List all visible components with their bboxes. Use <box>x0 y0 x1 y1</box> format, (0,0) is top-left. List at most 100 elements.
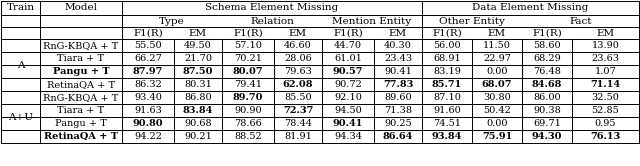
Text: Tiara + T: Tiara + T <box>58 54 104 63</box>
Text: 90.38: 90.38 <box>533 106 561 115</box>
Text: Type: Type <box>159 16 185 26</box>
Text: 30.80: 30.80 <box>483 93 511 102</box>
Text: 94.50: 94.50 <box>334 106 362 115</box>
Text: 87.97: 87.97 <box>133 67 163 76</box>
Text: 52.85: 52.85 <box>591 106 620 115</box>
Text: 75.91: 75.91 <box>482 132 512 141</box>
Text: 83.19: 83.19 <box>433 67 461 76</box>
Text: 90.72: 90.72 <box>334 80 362 89</box>
Text: Schema Element Missing: Schema Element Missing <box>205 3 339 12</box>
Text: 94.34: 94.34 <box>334 132 362 141</box>
Text: 22.97: 22.97 <box>483 54 511 63</box>
Text: 79.63: 79.63 <box>284 67 312 76</box>
Text: 76.48: 76.48 <box>533 67 561 76</box>
Text: EM: EM <box>389 29 407 38</box>
Text: 62.08: 62.08 <box>283 80 313 89</box>
Text: 49.50: 49.50 <box>184 41 212 50</box>
Text: A: A <box>17 60 24 70</box>
Text: 90.41: 90.41 <box>333 119 363 128</box>
Text: 0.00: 0.00 <box>486 67 508 76</box>
Text: RnG-KBQA + T: RnG-KBQA + T <box>44 41 118 50</box>
Text: Tiara + T: Tiara + T <box>58 106 104 115</box>
Text: Other Entity: Other Entity <box>439 16 505 26</box>
Text: 90.80: 90.80 <box>132 119 163 128</box>
Text: Mention Entity: Mention Entity <box>332 16 412 26</box>
Text: 71.14: 71.14 <box>591 80 621 89</box>
Text: 23.43: 23.43 <box>384 54 412 63</box>
Text: 84.68: 84.68 <box>532 80 562 89</box>
Text: 90.25: 90.25 <box>384 119 412 128</box>
Text: 70.21: 70.21 <box>234 54 262 63</box>
Text: Relation: Relation <box>250 16 294 26</box>
Text: Fact: Fact <box>569 16 592 26</box>
Text: 69.71: 69.71 <box>533 119 561 128</box>
Text: 28.06: 28.06 <box>284 54 312 63</box>
Text: 11.50: 11.50 <box>483 41 511 50</box>
Text: 66.27: 66.27 <box>134 54 162 63</box>
Text: 40.30: 40.30 <box>384 41 412 50</box>
Text: 89.60: 89.60 <box>384 93 412 102</box>
Text: EM: EM <box>596 29 614 38</box>
Text: 86.00: 86.00 <box>533 93 561 102</box>
Text: 32.50: 32.50 <box>591 93 620 102</box>
Text: 87.50: 87.50 <box>183 67 213 76</box>
Text: F1(R): F1(R) <box>233 29 263 38</box>
Text: RetinaQA + T: RetinaQA + T <box>44 132 118 141</box>
Text: 94.30: 94.30 <box>532 132 563 141</box>
Text: 94.22: 94.22 <box>134 132 162 141</box>
Text: 76.13: 76.13 <box>590 132 621 141</box>
Text: 0.95: 0.95 <box>595 119 616 128</box>
Text: 23.63: 23.63 <box>591 54 620 63</box>
Text: 85.71: 85.71 <box>432 80 462 89</box>
Text: 78.66: 78.66 <box>234 119 262 128</box>
Text: 90.68: 90.68 <box>184 119 212 128</box>
Text: 61.01: 61.01 <box>334 54 362 63</box>
Text: 93.40: 93.40 <box>134 93 162 102</box>
Text: Train: Train <box>6 3 35 12</box>
Text: F1(R): F1(R) <box>432 29 462 38</box>
Text: 83.84: 83.84 <box>183 106 213 115</box>
Text: 56.00: 56.00 <box>433 41 461 50</box>
Text: 72.37: 72.37 <box>283 106 313 115</box>
Text: 90.21: 90.21 <box>184 132 212 141</box>
Text: 90.57: 90.57 <box>333 67 364 76</box>
Text: 90.41: 90.41 <box>384 67 412 76</box>
Text: 58.60: 58.60 <box>533 41 561 50</box>
Text: EM: EM <box>289 29 307 38</box>
Text: 68.29: 68.29 <box>533 54 561 63</box>
Text: 71.38: 71.38 <box>384 106 412 115</box>
Text: 68.91: 68.91 <box>433 54 461 63</box>
Text: EM: EM <box>488 29 506 38</box>
Text: 81.91: 81.91 <box>284 132 312 141</box>
Text: 55.50: 55.50 <box>134 41 162 50</box>
Text: Pangu + T: Pangu + T <box>52 67 109 76</box>
Text: 88.52: 88.52 <box>234 132 262 141</box>
Text: 44.70: 44.70 <box>334 41 362 50</box>
Text: 1.07: 1.07 <box>595 67 616 76</box>
Text: 91.60: 91.60 <box>433 106 461 115</box>
Text: Model: Model <box>65 3 97 12</box>
Text: 50.42: 50.42 <box>483 106 511 115</box>
Text: 80.07: 80.07 <box>233 67 263 76</box>
Text: F1(R): F1(R) <box>333 29 363 38</box>
Text: 86.64: 86.64 <box>383 132 413 141</box>
Text: EM: EM <box>189 29 207 38</box>
Text: 68.07: 68.07 <box>482 80 512 89</box>
Text: 93.84: 93.84 <box>432 132 462 141</box>
Text: 86.80: 86.80 <box>184 93 212 102</box>
Text: 46.60: 46.60 <box>284 41 312 50</box>
Text: 78.44: 78.44 <box>284 119 312 128</box>
Text: 91.63: 91.63 <box>134 106 162 115</box>
Text: 87.10: 87.10 <box>433 93 461 102</box>
Text: 79.41: 79.41 <box>234 80 262 89</box>
Text: 74.51: 74.51 <box>433 119 461 128</box>
Text: F1(R): F1(R) <box>133 29 163 38</box>
Text: 92.10: 92.10 <box>334 93 362 102</box>
Text: 13.90: 13.90 <box>591 41 620 50</box>
Text: 77.83: 77.83 <box>383 80 413 89</box>
Text: RnG-KBQA + T: RnG-KBQA + T <box>44 93 118 102</box>
Text: Pangu + T: Pangu + T <box>55 119 107 128</box>
Text: 86.32: 86.32 <box>134 80 162 89</box>
Text: 80.31: 80.31 <box>184 80 212 89</box>
Text: 89.70: 89.70 <box>233 93 263 102</box>
